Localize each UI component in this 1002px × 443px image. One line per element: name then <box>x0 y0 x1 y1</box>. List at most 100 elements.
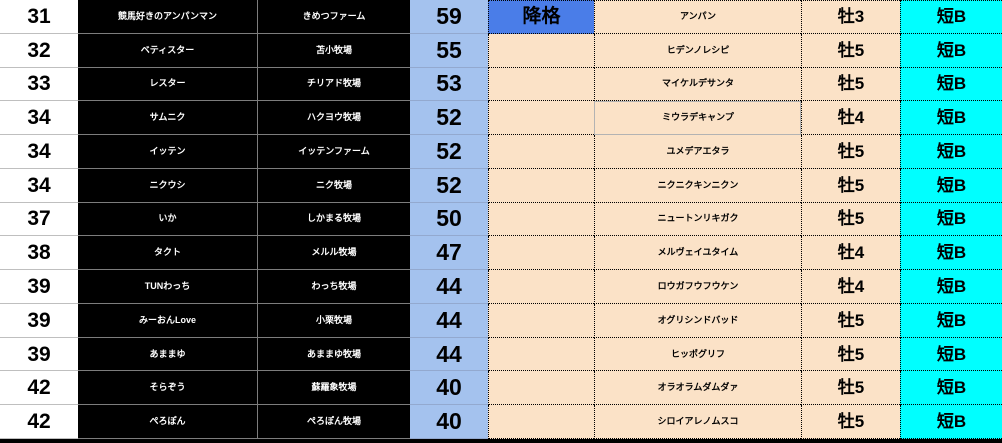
cell-class[interactable]: 短B <box>900 270 1002 304</box>
cell-class[interactable]: 短B <box>900 236 1002 271</box>
cell-rank[interactable]: 38 <box>0 236 78 271</box>
cell-status[interactable] <box>488 405 594 439</box>
cell-horse-name[interactable]: アンパン <box>594 0 801 34</box>
cell-rank[interactable]: 34 <box>0 168 78 203</box>
cell-rank[interactable]: 42 <box>0 405 78 439</box>
cell-status[interactable] <box>488 236 594 271</box>
cell-class[interactable]: 短B <box>900 202 1002 237</box>
cell-sex-age[interactable]: 牡5 <box>801 202 900 237</box>
cell-score[interactable]: 55 <box>410 33 488 68</box>
cell-status[interactable] <box>488 337 594 372</box>
cell-horse-name[interactable]: ヒデンノレシピ <box>594 33 801 68</box>
cell-horse-name[interactable]: ニュートンリキガク <box>594 202 801 237</box>
cell-class[interactable]: 短B <box>900 405 1002 439</box>
cell-owner-name[interactable]: 競馬好きのアンパンマン <box>78 0 257 34</box>
cell-rank[interactable]: 37 <box>0 202 78 237</box>
cell-rank[interactable]: 31 <box>0 0 78 34</box>
cell-rank[interactable]: 34 <box>0 101 78 136</box>
cell-status[interactable]: 降格 <box>488 0 594 34</box>
cell-farm-name[interactable]: イッテンファーム <box>257 135 410 169</box>
cell-owner-name[interactable]: ベティスター <box>78 33 257 68</box>
cell-status[interactable] <box>488 67 594 102</box>
cell-sex-age[interactable]: 牡5 <box>801 303 900 338</box>
cell-owner-name[interactable]: みーおんLove <box>78 303 257 338</box>
cell-class[interactable]: 短B <box>900 0 1002 34</box>
cell-rank[interactable]: 39 <box>0 337 78 372</box>
cell-sex-age[interactable]: 牡5 <box>801 33 900 68</box>
cell-rank[interactable]: 34 <box>0 135 78 169</box>
cell-horse-name[interactable]: ロウガフウフウケン <box>594 270 801 304</box>
cell-horse-name[interactable]: ユメデアエタラ <box>594 135 801 169</box>
cell-score[interactable]: 53 <box>410 67 488 102</box>
cell-sex-age[interactable]: 牡4 <box>801 270 900 304</box>
cell-sex-age[interactable]: 牡5 <box>801 337 900 372</box>
cell-horse-name[interactable]: ミウラデキャンプ <box>594 101 801 136</box>
cell-status[interactable] <box>488 33 594 68</box>
cell-class[interactable]: 短B <box>900 337 1002 372</box>
cell-farm-name[interactable]: しかまる牧場 <box>257 202 410 237</box>
cell-owner-name[interactable]: あままゆ <box>78 337 257 372</box>
cell-horse-name[interactable]: マイケルデサンタ <box>594 67 801 102</box>
cell-farm-name[interactable]: ハクヨウ牧場 <box>257 101 410 136</box>
cell-sex-age[interactable]: 牡5 <box>801 168 900 203</box>
cell-score[interactable]: 52 <box>410 101 488 136</box>
cell-rank[interactable]: 33 <box>0 67 78 102</box>
cell-farm-name[interactable]: ニク牧場 <box>257 168 410 203</box>
cell-score[interactable]: 44 <box>410 270 488 304</box>
cell-farm-name[interactable]: あままゆ牧場 <box>257 337 410 372</box>
cell-score[interactable]: 47 <box>410 236 488 271</box>
cell-class[interactable]: 短B <box>900 33 1002 68</box>
cell-sex-age[interactable]: 牡5 <box>801 405 900 439</box>
cell-owner-name[interactable]: サムニク <box>78 101 257 136</box>
cell-rank[interactable]: 39 <box>0 303 78 338</box>
cell-horse-name[interactable]: メルヴェイユタイム <box>594 236 801 271</box>
cell-horse-name[interactable]: ニクニクキンニクン <box>594 168 801 203</box>
cell-farm-name[interactable]: チリアド牧場 <box>257 67 410 102</box>
cell-score[interactable]: 44 <box>410 337 488 372</box>
cell-status[interactable] <box>488 168 594 203</box>
cell-farm-name[interactable]: 蘇羅象牧場 <box>257 371 410 406</box>
cell-score[interactable]: 52 <box>410 135 488 169</box>
cell-farm-name[interactable]: メルル牧場 <box>257 236 410 271</box>
cell-status[interactable] <box>488 101 594 136</box>
cell-owner-name[interactable]: いか <box>78 202 257 237</box>
cell-farm-name[interactable]: わっち牧場 <box>257 270 410 304</box>
cell-rank[interactable]: 32 <box>0 33 78 68</box>
cell-rank[interactable]: 39 <box>0 270 78 304</box>
cell-horse-name[interactable]: オラオラムダムダァ <box>594 371 801 406</box>
cell-score[interactable]: 52 <box>410 168 488 203</box>
cell-rank[interactable]: 42 <box>0 371 78 406</box>
cell-owner-name[interactable]: そらぞう <box>78 371 257 406</box>
cell-horse-name[interactable]: ヒッポグリフ <box>594 337 801 372</box>
cell-owner-name[interactable]: TUNわっち <box>78 270 257 304</box>
cell-sex-age[interactable]: 牡4 <box>801 236 900 271</box>
cell-farm-name[interactable]: 小栗牧場 <box>257 303 410 338</box>
cell-owner-name[interactable]: レスター <box>78 67 257 102</box>
cell-sex-age[interactable]: 牡5 <box>801 371 900 406</box>
cell-sex-age[interactable]: 牡3 <box>801 0 900 34</box>
cell-farm-name[interactable]: ぺろぽん牧場 <box>257 405 410 439</box>
cell-status[interactable] <box>488 371 594 406</box>
cell-class[interactable]: 短B <box>900 303 1002 338</box>
cell-owner-name[interactable]: ぺろぽん <box>78 405 257 439</box>
cell-class[interactable]: 短B <box>900 168 1002 203</box>
cell-sex-age[interactable]: 牡5 <box>801 135 900 169</box>
cell-score[interactable]: 59 <box>410 0 488 34</box>
cell-class[interactable]: 短B <box>900 67 1002 102</box>
cell-farm-name[interactable]: きめつファーム <box>257 0 410 34</box>
cell-farm-name[interactable]: 苫小牧場 <box>257 33 410 68</box>
cell-status[interactable] <box>488 202 594 237</box>
cell-status[interactable] <box>488 270 594 304</box>
cell-score[interactable]: 40 <box>410 405 488 439</box>
cell-score[interactable]: 40 <box>410 371 488 406</box>
cell-class[interactable]: 短B <box>900 101 1002 136</box>
cell-sex-age[interactable]: 牡5 <box>801 67 900 102</box>
cell-horse-name[interactable]: シロイアレノムスコ <box>594 405 801 439</box>
cell-owner-name[interactable]: イッテン <box>78 135 257 169</box>
cell-class[interactable]: 短B <box>900 371 1002 406</box>
cell-score[interactable]: 50 <box>410 202 488 237</box>
cell-class[interactable]: 短B <box>900 135 1002 169</box>
cell-owner-name[interactable]: タクト <box>78 236 257 271</box>
cell-horse-name[interactable]: オグリシンドバッド <box>594 303 801 338</box>
cell-sex-age[interactable]: 牡4 <box>801 101 900 136</box>
